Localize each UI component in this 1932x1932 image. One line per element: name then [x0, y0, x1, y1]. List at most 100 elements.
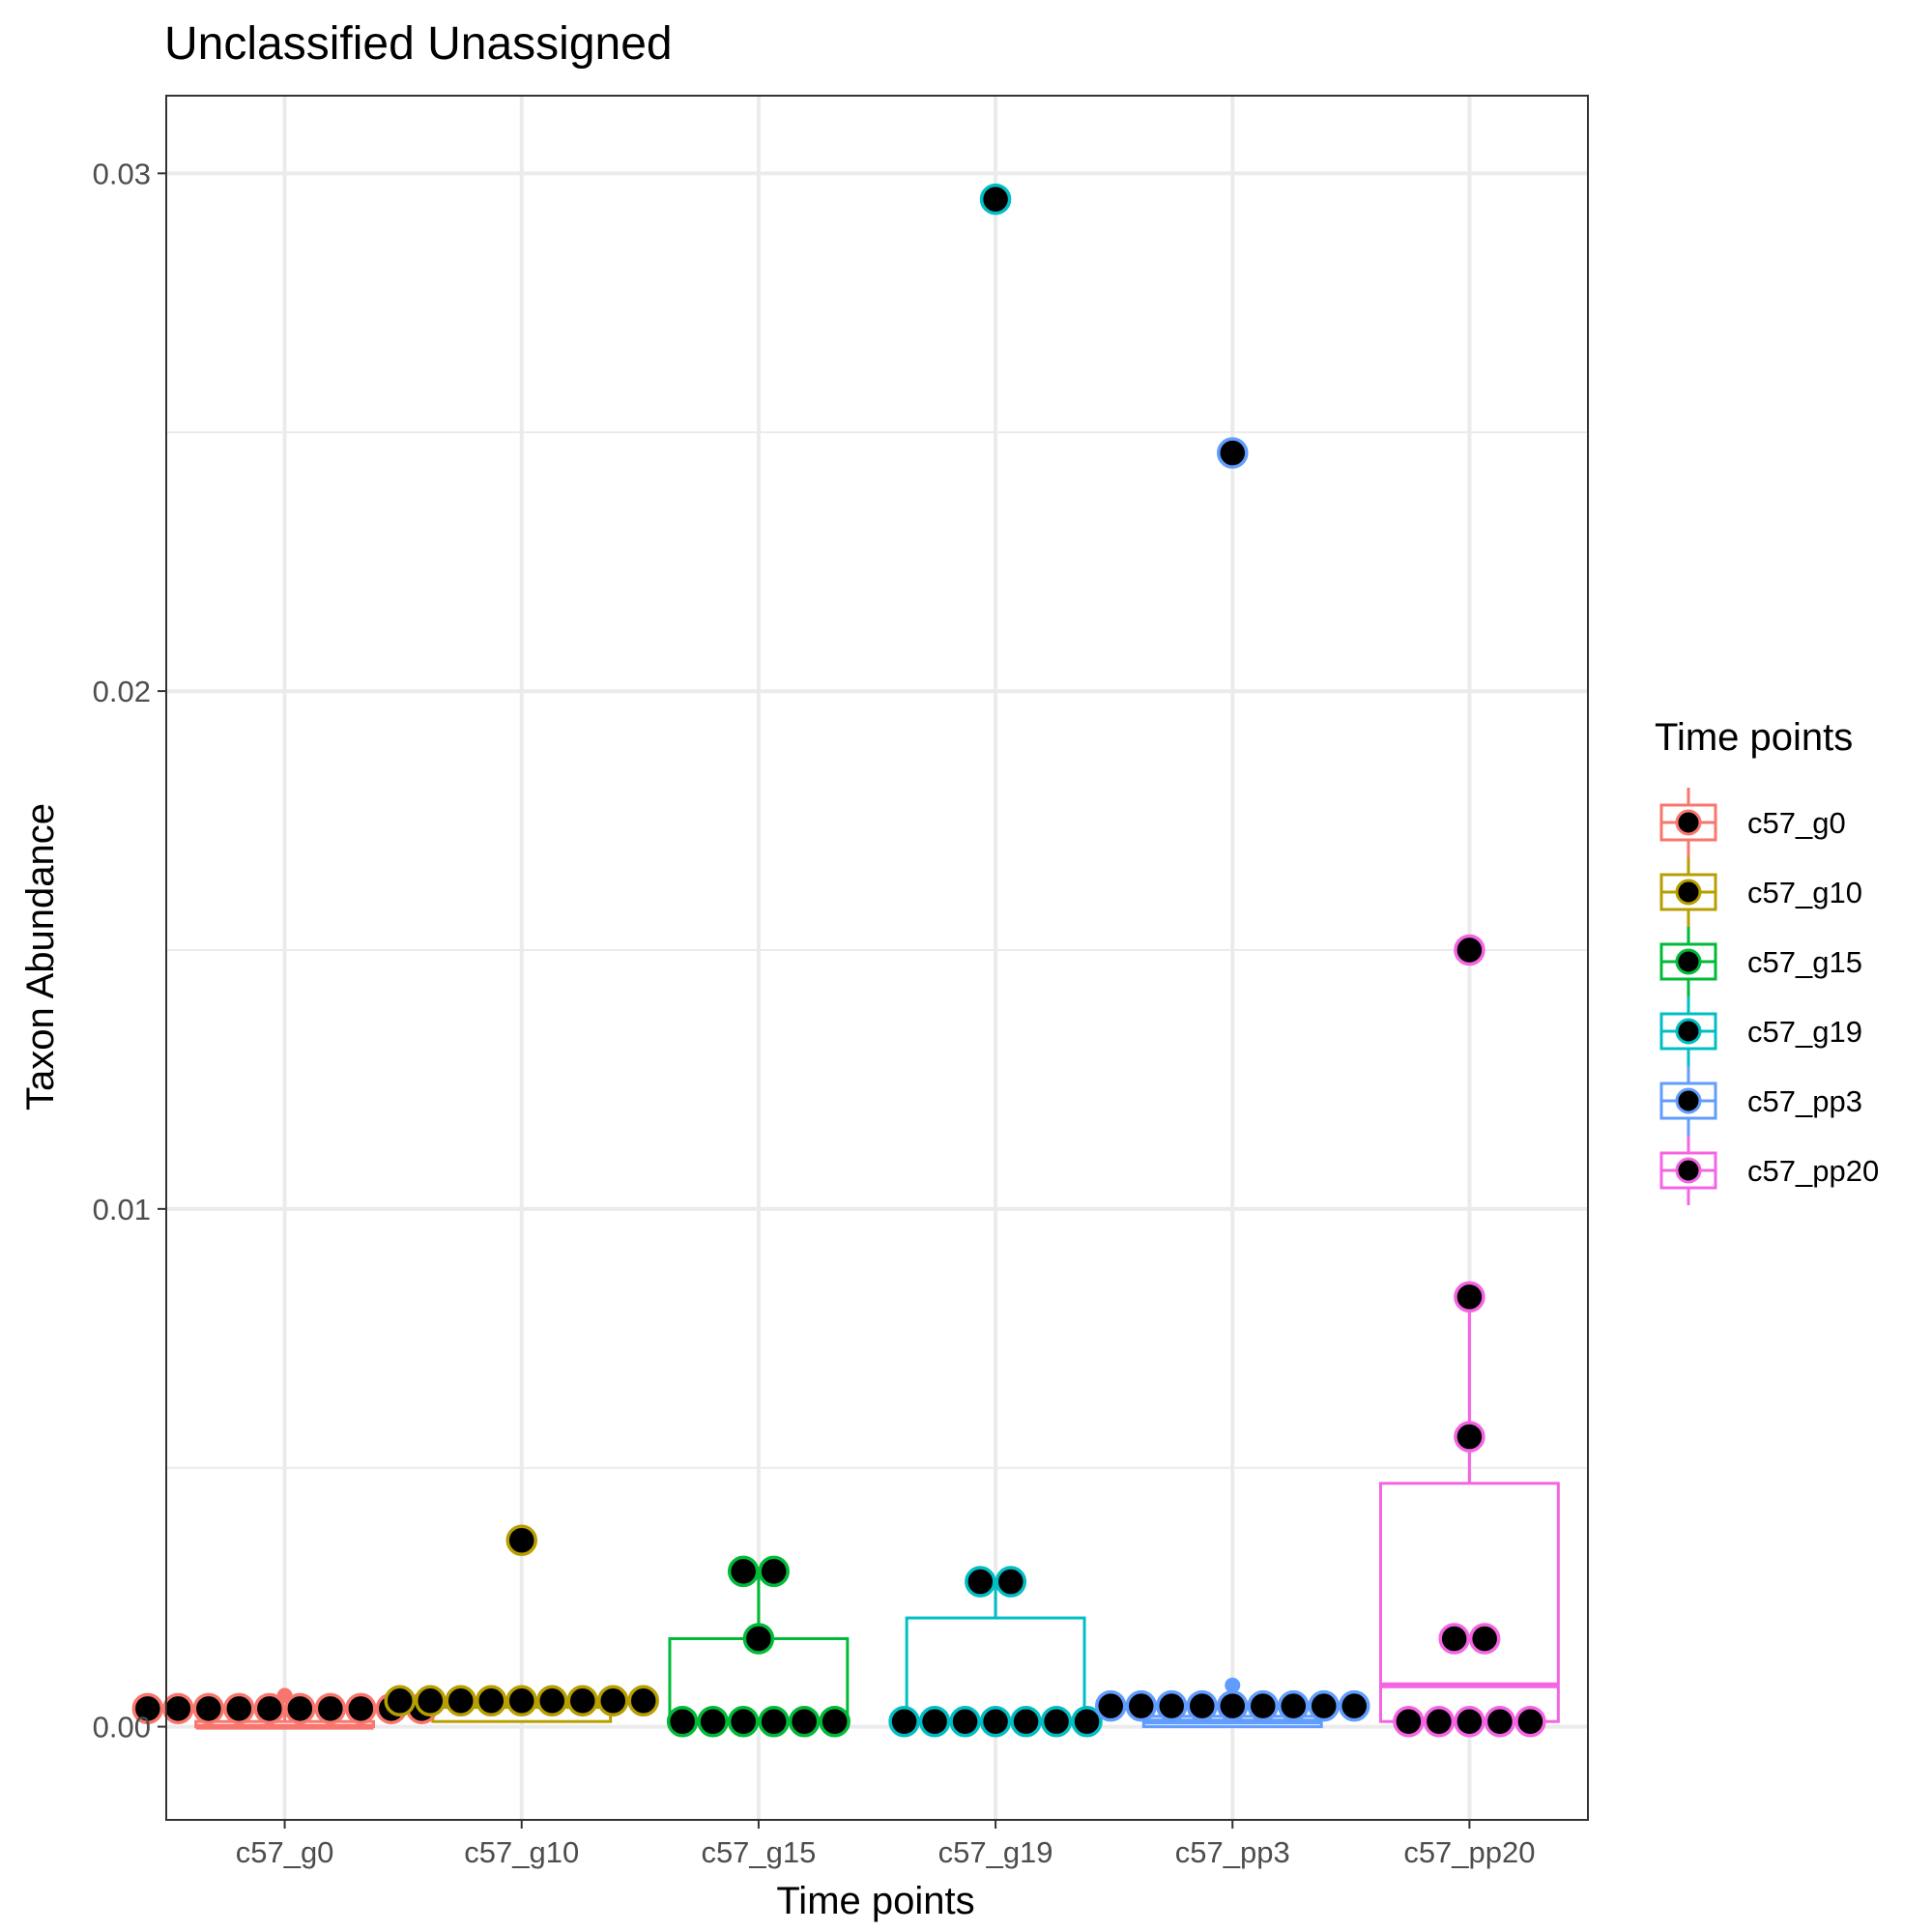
x-tick-label: c57_g10 — [464, 1835, 579, 1869]
data-point — [918, 1705, 951, 1738]
y-tick-label: 0.03 — [93, 157, 151, 190]
data-point — [1454, 1705, 1485, 1738]
legend-key-dot — [1675, 1157, 1702, 1184]
data-point — [1438, 1623, 1470, 1655]
data-point — [1514, 1705, 1546, 1738]
data-point — [742, 1623, 775, 1655]
legend-label: c57_g10 — [1747, 876, 1862, 909]
data-point — [949, 1705, 981, 1738]
data-point — [192, 1692, 225, 1725]
legend-key-dot — [1675, 948, 1702, 975]
data-point — [284, 1692, 316, 1725]
data-point — [314, 1692, 347, 1725]
legend: Time points c57_g0 c57_g10 c57_g15 c57_g19c… — [1655, 716, 1879, 1205]
data-point — [1247, 1689, 1279, 1722]
data-point — [1484, 1705, 1516, 1738]
legend-title: Time points — [1655, 716, 1853, 759]
points-c57_pp20 — [1393, 934, 1546, 1738]
data-point — [1278, 1689, 1310, 1722]
x-tick-label: c57_g19 — [938, 1835, 1053, 1869]
y-axis: 0.00 0.01 0.02 0.03 — [93, 157, 166, 1745]
data-point — [1454, 1421, 1485, 1453]
data-point — [888, 1705, 920, 1738]
legend-label: c57_pp3 — [1747, 1084, 1862, 1118]
box-iqr — [905, 1616, 1086, 1723]
chart-title: Unclassified Unassigned — [164, 18, 673, 70]
plot-panel — [166, 96, 1588, 1820]
data-point — [1125, 1689, 1157, 1722]
box-c57_pp20 — [1378, 1296, 1560, 1723]
data-point — [223, 1692, 255, 1725]
data-point — [597, 1685, 629, 1717]
data-point — [253, 1692, 286, 1725]
points-c57_pp3 — [1095, 437, 1370, 1722]
data-point — [727, 1705, 760, 1738]
data-point — [1186, 1689, 1218, 1722]
plot-background — [166, 96, 1588, 1820]
points-c57_g10 — [384, 1524, 659, 1717]
data-point — [505, 1524, 537, 1556]
data-point — [697, 1705, 729, 1738]
legend-label: c57_g19 — [1747, 1015, 1862, 1049]
data-point — [979, 183, 1012, 216]
data-point — [758, 1555, 790, 1588]
x-tick-label: c57_pp3 — [1175, 1835, 1290, 1869]
legend-item-c57_g0: c57_g0 — [1659, 788, 1846, 857]
x-axis: c57_g0 c57_g10 c57_g15 c57_g19 c57_pp3 c57_pp… — [236, 1820, 1536, 1869]
data-point — [345, 1692, 377, 1725]
box-iqr — [1378, 1482, 1560, 1723]
data-point — [445, 1685, 476, 1717]
data-point — [788, 1705, 821, 1738]
data-point — [1468, 1623, 1501, 1655]
legend-label: c57_pp20 — [1747, 1154, 1879, 1188]
legend-label: c57_g15 — [1747, 945, 1862, 979]
data-point — [1393, 1705, 1425, 1738]
data-point — [758, 1705, 790, 1738]
legend-key-dot — [1675, 1018, 1702, 1045]
data-point — [666, 1705, 699, 1738]
data-point — [1423, 1705, 1456, 1738]
data-point — [1095, 1689, 1127, 1722]
y-tick-label: 0.01 — [93, 1193, 151, 1226]
x-tick-label: c57_pp20 — [1403, 1835, 1535, 1869]
data-point — [1454, 934, 1485, 966]
outlier-point — [1225, 1677, 1241, 1693]
legend-item-c57_g15: c57_g15 — [1659, 927, 1862, 996]
data-point — [1339, 1689, 1370, 1722]
legend-key-dot — [1675, 809, 1702, 836]
data-point — [1217, 437, 1249, 469]
data-point — [1308, 1689, 1340, 1722]
y-tick-label: 0.02 — [93, 675, 151, 708]
data-point — [476, 1685, 507, 1717]
data-point — [1156, 1689, 1188, 1722]
x-axis-title: Time points — [776, 1880, 974, 1922]
data-point — [162, 1692, 194, 1725]
legend-item-c57_g10: c57_g10 — [1659, 857, 1862, 927]
data-point — [131, 1692, 164, 1725]
data-point — [1040, 1705, 1073, 1738]
data-point — [727, 1555, 760, 1588]
data-point — [415, 1685, 447, 1717]
data-point — [566, 1685, 598, 1717]
data-point — [505, 1685, 537, 1717]
data-point — [536, 1685, 568, 1717]
legend-key-dot — [1675, 1087, 1702, 1114]
data-point — [819, 1705, 851, 1738]
x-tick-label: c57_g15 — [701, 1835, 816, 1869]
x-tick-label: c57_g0 — [236, 1835, 334, 1869]
legend-item-c57_pp20: c57_pp20 — [1659, 1136, 1879, 1205]
legend-label: c57_g0 — [1747, 806, 1846, 840]
data-point — [1071, 1705, 1103, 1738]
data-point — [965, 1566, 996, 1598]
points-c57_g15 — [666, 1555, 851, 1738]
data-point — [1010, 1705, 1042, 1738]
box-c57_g19 — [905, 1581, 1086, 1725]
legend-item-c57_g19: c57_g19 — [1659, 996, 1862, 1066]
data-point — [384, 1685, 416, 1717]
legend-key-dot — [1675, 879, 1702, 906]
data-point — [979, 1705, 1012, 1738]
data-point — [627, 1685, 659, 1717]
points-layer — [131, 95, 1589, 1821]
y-tick-label: 0.00 — [93, 1711, 151, 1745]
